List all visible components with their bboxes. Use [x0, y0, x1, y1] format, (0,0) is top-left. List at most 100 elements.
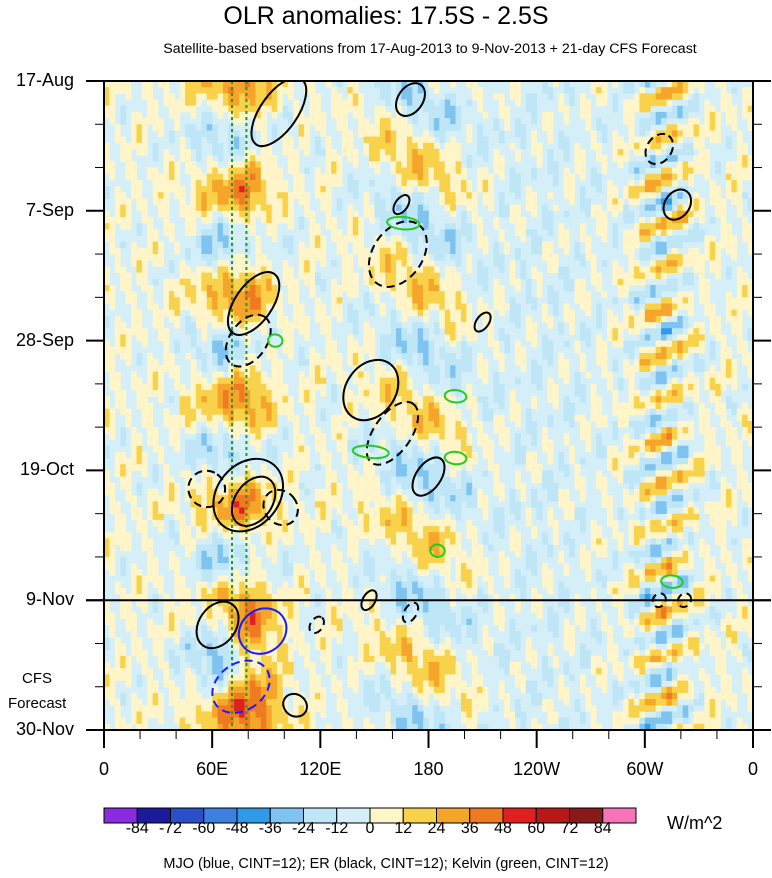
heatmap-cell: [736, 414, 743, 422]
heatmap-cell: [709, 501, 716, 508]
heatmap-cell: [314, 173, 321, 181]
heatmap-cell: [250, 161, 256, 168]
heatmap-cell: [358, 118, 364, 125]
heatmap-cell: [233, 482, 240, 490]
heatmap-cell: [747, 241, 753, 249]
heatmap-cell: [212, 427, 218, 434]
heatmap-cell: [558, 99, 565, 107]
heatmap-cell: [650, 408, 657, 416]
heatmap-cell: [304, 266, 310, 274]
heatmap-cell: [374, 210, 381, 218]
heatmap-cell: [644, 383, 651, 391]
heatmap-cell: [698, 204, 705, 212]
heatmap-cell: [109, 284, 116, 292]
heatmap-cell: [260, 414, 267, 422]
heatmap-cell: [709, 309, 716, 317]
heatmap-cell: [444, 420, 451, 428]
heatmap-cell: [628, 81, 635, 88]
heatmap-cell: [639, 402, 646, 409]
heatmap-cell: [655, 179, 662, 187]
heatmap-cell: [212, 99, 218, 107]
heatmap-cell: [217, 229, 224, 236]
heatmap-cell: [309, 390, 316, 397]
heatmap-cell: [596, 402, 602, 409]
heatmap-cell: [201, 179, 208, 187]
heatmap-cell: [655, 482, 662, 490]
heatmap-cell: [239, 377, 246, 385]
heatmap-cell: [298, 315, 305, 323]
heatmap-cell: [341, 254, 348, 261]
heatmap-cell: [650, 198, 657, 206]
heatmap-cell: [423, 136, 429, 144]
heatmap-cell: [244, 495, 251, 502]
heatmap-cell: [125, 464, 132, 471]
heatmap-cell: [563, 229, 570, 236]
heatmap-cell: [131, 260, 137, 267]
heatmap-cell: [147, 377, 154, 385]
heatmap-cell: [152, 105, 159, 113]
heatmap-cell: [547, 210, 554, 218]
heatmap-cell: [460, 322, 467, 329]
heatmap-cell: [412, 297, 419, 304]
heatmap-cell: [379, 476, 386, 484]
heatmap-cell: [487, 204, 494, 212]
heatmap-cell: [250, 383, 256, 391]
heatmap-cell: [585, 198, 592, 206]
heatmap-cell: [314, 495, 321, 502]
heatmap-cell: [655, 377, 662, 385]
heatmap-cell: [190, 507, 197, 515]
heatmap-cell: [363, 328, 370, 335]
heatmap-cell: [725, 377, 732, 385]
heatmap-cell: [661, 501, 667, 508]
heatmap-cell: [596, 216, 602, 224]
heatmap-cell: [509, 93, 516, 100]
heatmap-cell: [688, 433, 694, 440]
heatmap-cell: [314, 365, 321, 372]
heatmap-cell: [104, 272, 110, 280]
heatmap-cell: [190, 390, 197, 397]
heatmap-cell: [493, 241, 500, 249]
heatmap-cell: [271, 93, 278, 100]
heatmap-cell: [471, 93, 478, 100]
heatmap-cell: [190, 87, 197, 94]
heatmap-cell: [206, 309, 213, 317]
heatmap-cell: [650, 309, 657, 317]
heatmap-cell: [547, 167, 554, 175]
heatmap-cell: [693, 81, 700, 88]
heatmap-cell: [320, 235, 327, 243]
heatmap-cell: [369, 179, 375, 187]
heatmap-cell: [428, 161, 435, 168]
heatmap-cell: [174, 501, 181, 508]
heatmap-cell: [596, 470, 602, 477]
heatmap-cell: [195, 136, 202, 144]
heatmap-cell: [152, 476, 159, 484]
heatmap-cell: [136, 142, 143, 150]
heatmap-cell: [498, 383, 505, 391]
heatmap-cell: [347, 254, 354, 261]
heatmap-cell: [147, 383, 154, 391]
heatmap-cell: [185, 470, 191, 477]
heatmap-cell: [131, 161, 137, 168]
heatmap-cell: [206, 161, 213, 168]
heatmap-cell: [271, 383, 278, 391]
heatmap-cell: [114, 192, 121, 199]
heatmap-cell: [617, 161, 624, 168]
heatmap-cell: [466, 445, 473, 453]
heatmap-cell: [163, 414, 170, 422]
heatmap-cell: [222, 482, 229, 490]
heatmap-cell: [217, 414, 224, 422]
heatmap-cell: [163, 93, 170, 100]
heatmap-cell: [558, 365, 565, 372]
heatmap-cell: [282, 216, 289, 224]
heatmap-cell: [525, 229, 532, 236]
heatmap-cell: [374, 272, 381, 280]
heatmap-cell: [304, 451, 310, 459]
heatmap-cell: [515, 118, 521, 125]
heatmap-cell: [677, 383, 684, 391]
heatmap-cell: [163, 155, 170, 162]
heatmap-cell: [244, 284, 251, 292]
heatmap-cell: [412, 247, 419, 255]
heatmap-cell: [325, 173, 332, 181]
heatmap-cell: [293, 445, 300, 453]
heatmap-cell: [347, 470, 354, 477]
